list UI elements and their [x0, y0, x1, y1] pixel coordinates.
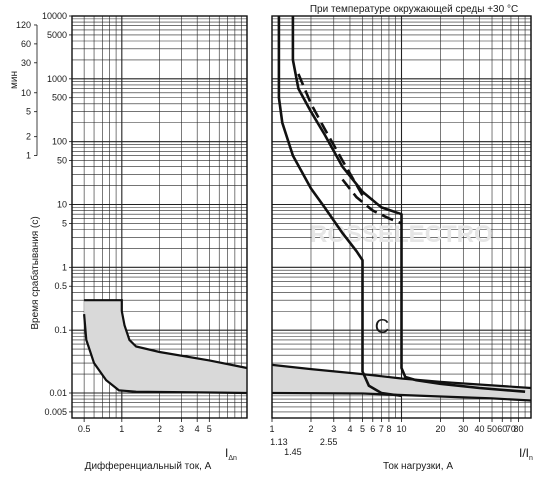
left-band-upper	[84, 299, 248, 370]
left-x-tick-labels: 0.5 1 2 3 4 5	[78, 418, 212, 434]
curve-c-label: C	[375, 316, 389, 338]
trip-curve-3	[297, 73, 364, 196]
right-band-upper	[271, 363, 532, 390]
x-tick-label: 7	[379, 424, 384, 434]
right-band-fill	[272, 364, 531, 401]
x-tick-label: 8	[386, 424, 391, 434]
x-tick-label: 5	[207, 424, 212, 434]
x-tick-label: 2	[308, 424, 313, 434]
y-tick-label: 100	[52, 137, 67, 147]
x-extra-tick-label: 1.45	[284, 447, 302, 457]
x-tick-label: 0.5	[78, 424, 91, 434]
tolerance-bands	[83, 299, 532, 402]
x-extra-tick-label: 1.13	[270, 437, 288, 447]
minute-tick-label: 5	[26, 107, 31, 117]
trip-curve-1	[277, 16, 402, 398]
y-tick-label: 5000	[47, 30, 67, 40]
y-tick-label: 1000	[47, 74, 67, 84]
x-tick-label: 50	[487, 424, 497, 434]
x-tick-label: 2	[157, 424, 162, 434]
minute-tick-label: 1	[26, 151, 31, 161]
x-tick-label: 3	[179, 424, 184, 434]
right-x-axis-label: Ток нагрузки, А	[383, 461, 453, 472]
x-tick-label: 30	[458, 424, 468, 434]
x-tick-label: 70	[506, 424, 516, 434]
y-tick-label: 10	[57, 199, 67, 209]
minute-tick-label: 60	[21, 39, 31, 49]
x-tick-label: 3	[331, 424, 336, 434]
minute-tick-label: 2	[26, 132, 31, 142]
y-tick-labels: 10000 5000 1000 500 100 50 10 5 1 0.5 0.1 0.01 0.005	[42, 11, 72, 417]
left-ratio-sub: Δn	[228, 455, 237, 462]
header-note: При температуре окружающей среды +30 °C	[310, 4, 518, 15]
y-tick-label: 1	[62, 262, 67, 272]
left-band-lower	[83, 314, 248, 395]
y-tick-label: 10000	[42, 11, 67, 21]
minute-tick-labels: 120 60 30 10 5 2 1	[16, 20, 38, 161]
x-tick-label: 10	[396, 424, 406, 434]
y-tick-label: 5	[62, 218, 67, 228]
x-tick-label: 60	[497, 424, 507, 434]
y-tick-label: 50	[57, 156, 67, 166]
trip-curve-2	[291, 16, 526, 393]
left-band-fill	[84, 300, 247, 393]
minute-tick-label: 10	[21, 88, 31, 98]
right-band-lower	[271, 391, 532, 402]
trip-curves	[277, 16, 526, 398]
left-ratio-label: IΔn	[225, 446, 237, 462]
minute-tick-label: 30	[21, 58, 31, 68]
left-ratio-main: I	[225, 446, 228, 460]
x-tick-label: 6	[370, 424, 375, 434]
x-tick-label: 20	[435, 424, 445, 434]
y-tick-label: 0.1	[54, 325, 67, 335]
x-tick-label: 5	[360, 424, 365, 434]
right-ratio-sub: n	[529, 455, 533, 462]
x-tick-label: 4	[347, 424, 352, 434]
trip-curve-4	[341, 178, 402, 225]
x-tick-label: 40	[474, 424, 484, 434]
minutes-axis-label: мин	[9, 71, 20, 89]
x-tick-label: 1	[119, 424, 124, 434]
minute-tick-label: 120	[16, 20, 31, 30]
y-axis-label: Время срабатывания (с)	[29, 216, 41, 329]
y-tick-label: 500	[52, 93, 67, 103]
right-ratio-main: I/I	[519, 446, 529, 460]
y-tick-label: 0.01	[49, 388, 67, 398]
x-extra-tick-label: 2.55	[320, 437, 338, 447]
left-x-axis-label: Дифференциальный ток, А	[85, 460, 212, 472]
x-tick-label: 80	[513, 424, 523, 434]
right-ratio-label: I/In	[519, 446, 533, 462]
y-tick-label: 0.005	[44, 407, 67, 417]
x-tick-label: 1	[269, 424, 274, 434]
x-tick-label: 4	[195, 424, 200, 434]
y-tick-label: 0.5	[54, 281, 67, 291]
